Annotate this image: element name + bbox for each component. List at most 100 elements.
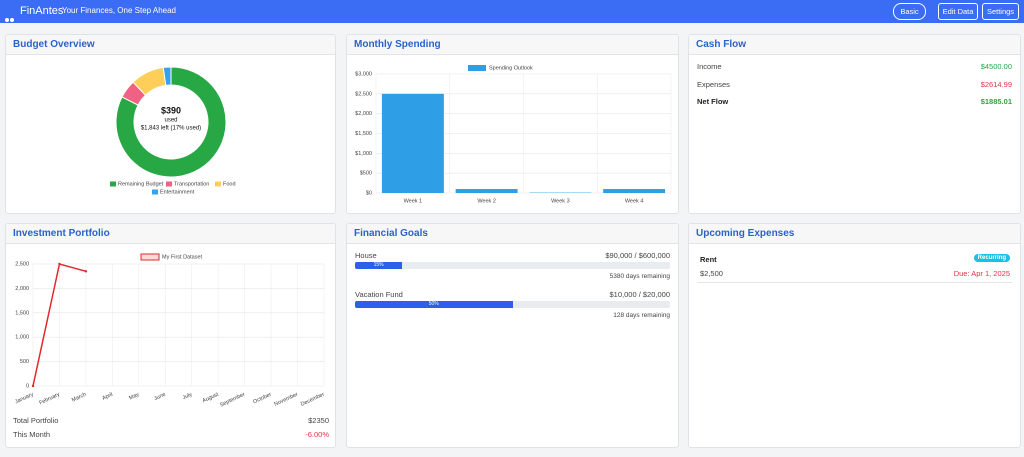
legend-swatch [166,181,172,187]
goals-card: Financial Goals House $90,000 / $600,000 1… [346,223,679,448]
legend-label: Transportation [174,181,209,187]
legend-swatch [110,181,116,187]
goal-remaining: 128 days remaining [613,312,670,319]
legend-swatch [140,253,160,261]
bar [455,189,518,193]
center-value: $390 [161,105,181,115]
income-label: Income [697,62,722,71]
legend-label: Food [223,181,236,187]
center-note: $1,843 left (17% used) [141,126,201,132]
donut-chart: $390 used $1,843 left (17% used) Remaining … [110,66,236,195]
progress-track: 15% [355,262,670,269]
legend-swatch [468,65,486,71]
donut-slice [115,66,227,178]
legend-label: Spending Outlook [489,65,533,71]
x-tick-label: October [252,392,272,406]
y-tick-label: $1,000 [355,151,372,157]
y-tick-label: 2,500 [15,261,29,267]
point [84,270,88,273]
goal-amount: $90,000 / $600,000 [605,251,670,260]
card-title: Upcoming Expenses [689,224,1020,244]
bar [603,189,666,193]
y-tick-label: $2,000 [355,111,372,117]
badge: Recurring [973,254,1010,262]
card-title: Monthly Spending [347,35,678,55]
total-label: Total Portfolio [13,416,59,425]
expense-name: Rent [700,255,717,264]
budget-card: Budget Overview $390 used $1,843 left (17%… [5,34,336,214]
x-tick-label: November [273,392,299,408]
x-tick-label: June [153,392,166,402]
edit-data-button[interactable]: Edit Data [938,3,978,20]
card-title: Budget Overview [6,35,335,55]
y-tick-label: $0 [366,190,372,196]
center-caption: used [164,118,177,124]
x-tick-label: December [300,392,326,408]
x-tick-label: April [101,392,114,402]
cash-flow-card: Cash Flow Income $4500.00 Expenses $2614… [688,34,1021,214]
y-tick-label: 500 [20,359,29,365]
x-tick-label: Week 4 [625,198,644,204]
x-tick-label: August [202,391,220,404]
legend-label: My First Dataset [162,254,203,260]
income-value: $4500.00 [980,62,1012,71]
bar [381,93,444,193]
goal-amount: $10,000 / $20,000 [609,290,670,299]
goal-name: Vacation Fund [355,290,403,299]
legend-label: Entertainment [160,189,195,195]
top-bar: FinAntes Your Finances, One Step Ahead B… [0,0,1024,23]
x-tick-label: Week 3 [551,198,570,204]
total-value: $2350 [308,416,329,425]
donut-slice [162,66,172,86]
legend-swatch [215,181,221,187]
x-tick-label: Week 2 [477,198,496,204]
x-tick-label: July [182,392,194,402]
y-tick-label: $1,500 [355,131,372,137]
progress-bar: 15% [355,262,403,269]
month-label: This Month [13,430,51,439]
spending-card: Monthly Spending $0 $500 $1,000 $1,500 $2,00… [346,34,679,214]
card-title: Investment Portfolio [6,224,335,244]
line-chart: 0 500 1,000 1,500 2,000 2,500 January February M… [14,253,326,409]
basic-button[interactable]: Basic [893,3,926,20]
point [31,384,35,388]
point [58,262,61,266]
goal-remaining: 5380 days remaining [609,273,670,280]
y-tick-label: $2,500 [355,91,372,97]
settings-button[interactable]: Settings [982,3,1019,20]
x-tick-label: Week 1 [404,198,423,204]
goal-name: House [355,251,377,260]
x-tick-label: January [14,392,34,406]
expenses-card: Upcoming Expenses Rent Recurring $2,500 … [688,223,1021,448]
y-tick-label: $500 [360,171,372,177]
net-flow-value: $1885.01 [980,97,1012,106]
expenses-value: $2614.99 [980,80,1012,89]
y-tick-label: $3,000 [355,71,372,77]
y-tick-label: 1,500 [15,310,29,316]
progress-bar: 50% [355,301,513,308]
expense-item: Rent Recurring $2,500 Due: Apr 1, 2025 [697,251,1012,283]
x-tick-label: March [71,392,87,404]
portfolio-card: Investment Portfolio 0 500 1,000 1,500 2,000… [5,223,336,448]
tagline: Your Finances, One Step Ahead [62,6,177,15]
card-title: Financial Goals [347,224,678,244]
expense-amount: $2,500 [700,269,723,278]
expenses-label: Expenses [697,80,730,89]
expense-due: Due: Apr 1, 2025 [953,269,1010,278]
progress-track: 50% [355,301,670,308]
brand: FinAntes [20,5,64,17]
month-value: -6.00% [305,430,329,439]
legend-swatch [152,189,158,195]
net-flow-label: Net Flow [697,97,729,106]
y-tick-label: 1,000 [15,335,29,341]
legend-label: Remaining Budget [118,181,164,187]
x-tick-label: May [128,392,140,402]
y-tick-label: 0 [26,383,29,389]
card-title: Cash Flow [689,35,1020,55]
x-tick-label: February [38,392,61,407]
logo [5,9,15,22]
x-tick-label: September [219,392,246,409]
y-tick-label: 2,000 [15,286,29,292]
bar-chart: $0 $500 $1,000 $1,500 $2,000 $2,500 $3,000 Spen… [355,65,672,204]
